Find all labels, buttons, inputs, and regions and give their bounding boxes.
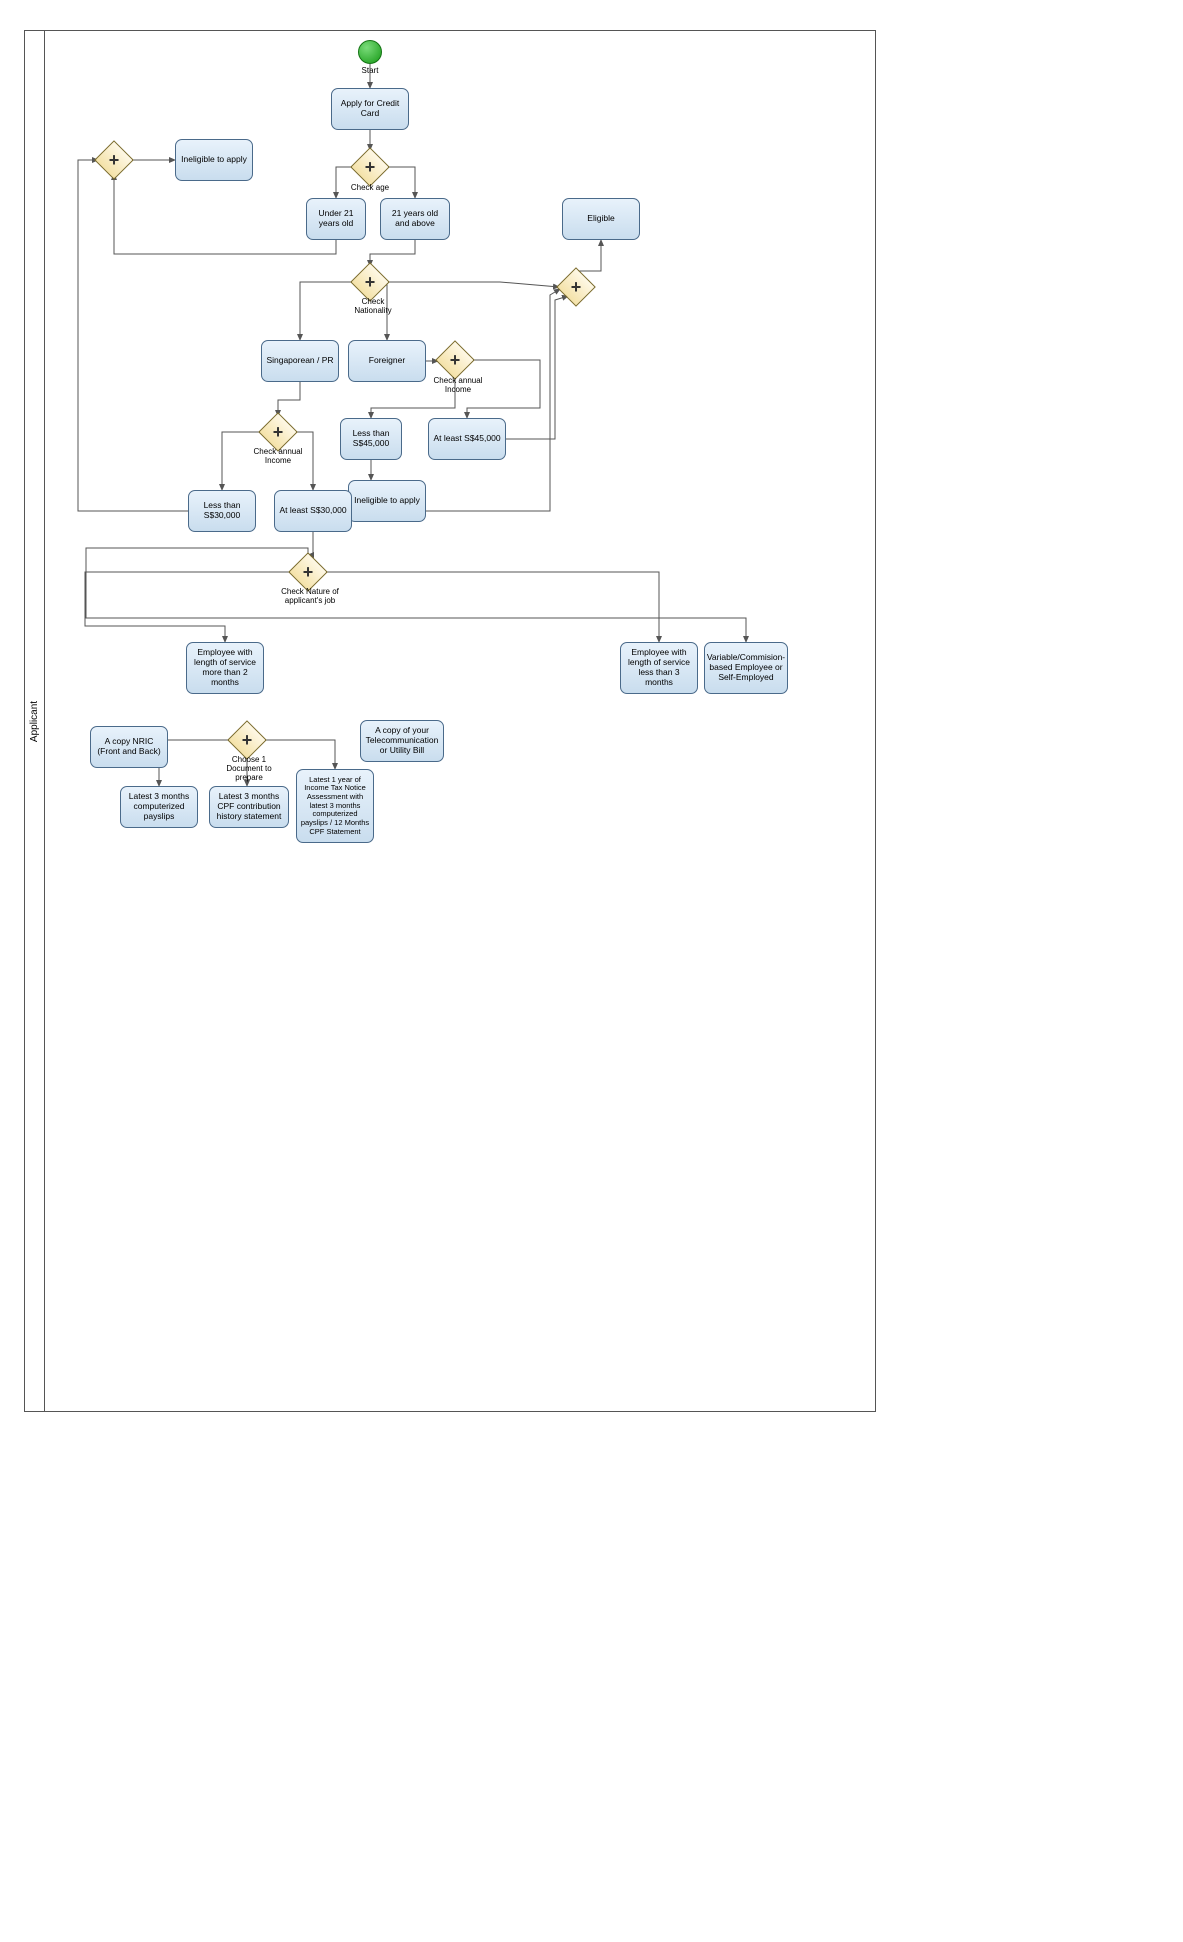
task-label: Latest 1 year of Income Tax Notice Asses… [300, 776, 370, 836]
task-label: Less than S$45,000 [344, 429, 398, 449]
gateway-check-age-label: Check age [340, 184, 400, 193]
gateway-check-income-sg-label: Check annual Income [248, 448, 308, 466]
task-label: Variable/Commision-based Employee or Sel… [707, 653, 785, 682]
task-tax-notice: Latest 1 year of Income Tax Notice Asses… [296, 769, 374, 843]
gateway-check-nationality-label: Check Nationality [343, 298, 403, 316]
task-ineligible-2: Ineligible to apply [348, 480, 426, 522]
task-label: Singaporean / PR [266, 356, 333, 366]
task-employee-under-3m: Employee with length of service less tha… [620, 642, 698, 694]
gateway-check-job: + [294, 558, 322, 586]
task-label: A copy of your Telecommunication or Util… [364, 726, 440, 755]
task-singaporean-pr: Singaporean / PR [261, 340, 339, 382]
task-label: Eligible [587, 214, 614, 224]
task-utility-bill: A copy of your Telecommunication or Util… [360, 720, 444, 762]
task-ineligible-1: Ineligible to apply [175, 139, 253, 181]
task-label: Foreigner [369, 356, 405, 366]
task-employee-over-2m: Employee with length of service more tha… [186, 642, 264, 694]
task-foreigner: Foreigner [348, 340, 426, 382]
task-eligible: Eligible [562, 198, 640, 240]
task-label: At least S$45,000 [433, 434, 500, 444]
task-cpf-statement: Latest 3 months CPF contribution history… [209, 786, 289, 828]
gateway-choose-doc-label: Choose 1 Document to prepare [219, 756, 279, 782]
task-apply-credit-card: Apply for Credit Card [331, 88, 409, 130]
start-event-label: Start [350, 66, 390, 75]
task-label: Less than S$30,000 [192, 501, 252, 521]
gateway-check-income-foreigner-label: Check annual Income [428, 377, 488, 395]
task-less-45k: Less than S$45,000 [340, 418, 402, 460]
gateway-eligible-merge: + [562, 273, 590, 301]
task-label: Ineligible to apply [181, 155, 247, 165]
task-label: 21 years old and above [384, 209, 446, 229]
task-nric: A copy NRIC (Front and Back) [90, 726, 168, 768]
gateway-choose-doc: + [233, 726, 261, 754]
task-label: Ineligible to apply [354, 496, 420, 506]
task-21-above: 21 years old and above [380, 198, 450, 240]
gateway-check-nationality: + [356, 268, 384, 296]
task-label: Apply for Credit Card [335, 99, 405, 119]
gateway-check-income-foreigner: + [441, 346, 469, 374]
task-variable-self-emp: Variable/Commision-based Employee or Sel… [704, 642, 788, 694]
task-at-least-45k: At least S$45,000 [428, 418, 506, 460]
task-label: Employee with length of service less tha… [624, 648, 694, 687]
task-at-least-30k: At least S$30,000 [274, 490, 352, 532]
task-label: Latest 3 months computerized payslips [124, 792, 194, 821]
lane-body [44, 30, 876, 1412]
task-under-21: Under 21 years old [306, 198, 366, 240]
task-less-30k: Less than S$30,000 [188, 490, 256, 532]
gateway-check-job-label: Check Nature of applicant's job [280, 588, 340, 606]
start-event [358, 40, 382, 64]
task-label: At least S$30,000 [279, 506, 346, 516]
bpmn-canvas: Applicant [0, 0, 1183, 1942]
lane-header: Applicant [24, 30, 46, 1412]
task-payslips: Latest 3 months computerized payslips [120, 786, 198, 828]
task-label: Under 21 years old [310, 209, 362, 229]
gateway-check-age: + [356, 153, 384, 181]
task-label: Employee with length of service more tha… [190, 648, 260, 687]
task-label: Latest 3 months CPF contribution history… [213, 792, 285, 821]
gateway-check-income-sg: + [264, 418, 292, 446]
task-label: A copy NRIC (Front and Back) [94, 737, 164, 757]
gateway-ineligible-merge: + [100, 146, 128, 174]
lane-label: Applicant [30, 700, 41, 741]
